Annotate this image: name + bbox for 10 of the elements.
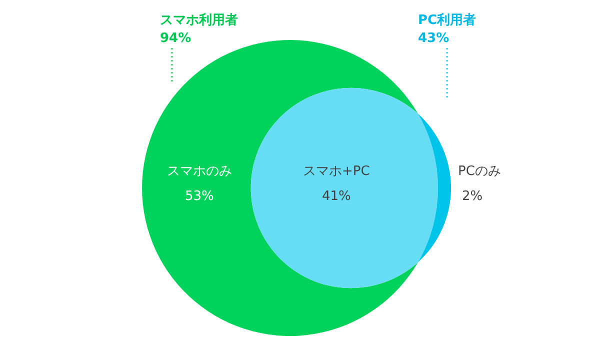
category-label: スマホのみ: [166, 164, 232, 179]
category-label: PC利用者: [418, 12, 476, 28]
data-label: 94%: [160, 31, 192, 46]
data-label: 43%: [418, 31, 450, 46]
category-label: PCのみ: [458, 164, 501, 179]
category-label: スマホ+PC: [303, 164, 370, 179]
data-label: 41%: [322, 189, 351, 204]
data-label: 2%: [462, 189, 483, 204]
data-label: 53%: [184, 189, 214, 204]
category-label: スマホ利用者: [160, 12, 238, 28]
